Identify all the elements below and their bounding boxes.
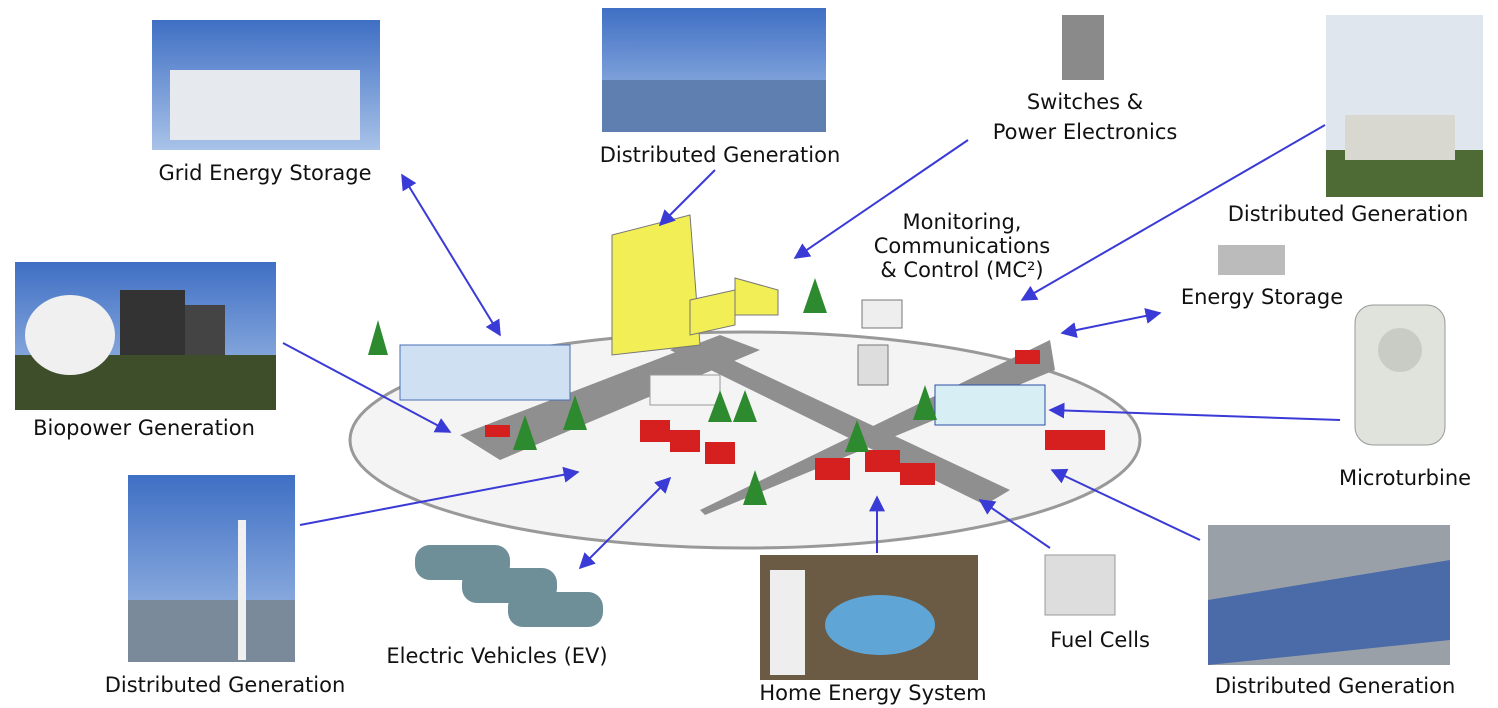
node-label: Distributed Generation xyxy=(1215,674,1456,698)
node-label: Distributed Generation xyxy=(1228,202,1469,226)
node-label: & Control (MC²) xyxy=(880,258,1043,282)
node-label: Monitoring, xyxy=(903,210,1022,234)
node-label: Microturbine xyxy=(1339,466,1471,490)
node-label: Grid Energy Storage xyxy=(158,161,371,185)
node-label: Power Electronics xyxy=(993,120,1178,144)
node-label: Fuel Cells xyxy=(1050,628,1150,652)
node-label: Distributed Generation xyxy=(105,673,346,697)
node-label: Home Energy System xyxy=(759,681,986,705)
node-label: Electric Vehicles (EV) xyxy=(386,644,607,668)
diagram: Grid Energy Storage Distributed Generati… xyxy=(0,0,1498,708)
node-label: Switches & xyxy=(1027,90,1143,114)
node-label: Energy Storage xyxy=(1181,285,1343,309)
node-label: Communications xyxy=(874,234,1050,258)
node-label: Distributed Generation xyxy=(600,143,841,167)
node-label: Biopower Generation xyxy=(33,416,255,440)
